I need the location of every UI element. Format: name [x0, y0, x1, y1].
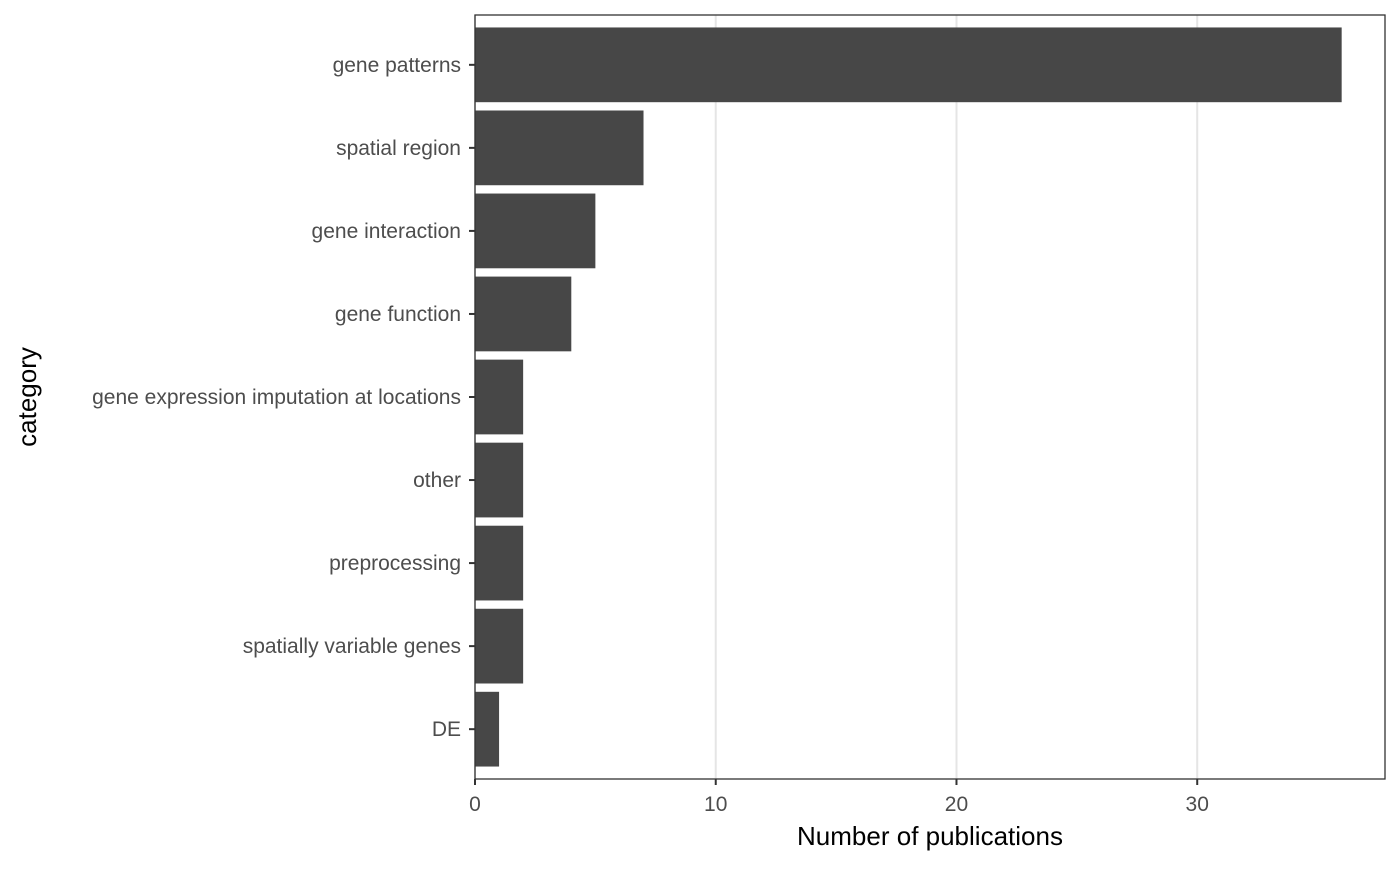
x-tick-label: 0	[469, 793, 481, 816]
bar	[475, 110, 644, 186]
bars	[475, 27, 1342, 767]
bar	[475, 442, 524, 518]
y-axis-title: category	[12, 347, 42, 447]
y-tick-label: spatial region	[336, 137, 461, 160]
y-tick-label: gene interaction	[312, 220, 461, 243]
y-tick-label: gene expression imputation at locations	[92, 386, 461, 409]
x-axis: 0 10 20 30	[469, 779, 1209, 816]
x-axis-title: Number of publications	[797, 821, 1063, 851]
bar	[475, 276, 572, 352]
x-tick-label: 20	[945, 793, 968, 816]
bar	[475, 27, 1342, 103]
bar	[475, 608, 524, 684]
y-tick-label: other	[413, 469, 461, 492]
x-tick-label: 10	[704, 793, 727, 816]
y-tick-label: spatially variable genes	[243, 635, 461, 658]
y-tick-label: gene patterns	[333, 54, 461, 77]
y-tick-label: preprocessing	[329, 552, 461, 575]
y-tick-label: DE	[432, 718, 461, 741]
bar	[475, 193, 596, 269]
x-tick-label: 30	[1186, 793, 1209, 816]
bar	[475, 359, 524, 435]
y-axis: gene patterns spatial region gene interact…	[92, 54, 475, 741]
y-tick-label: gene function	[335, 303, 461, 326]
bar	[475, 525, 524, 601]
bar	[475, 691, 500, 767]
